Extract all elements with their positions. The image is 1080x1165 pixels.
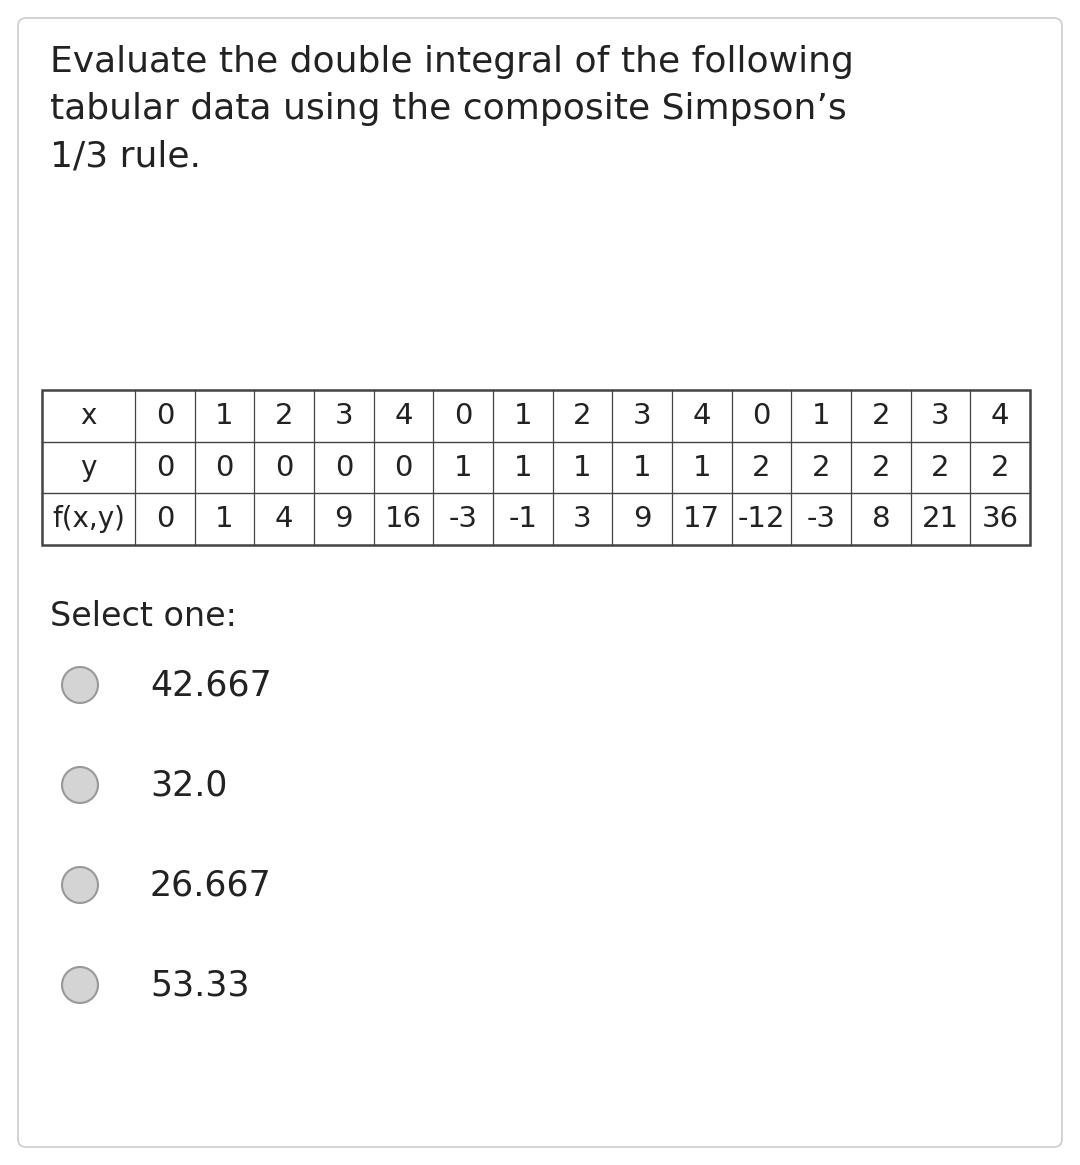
Text: x: x: [80, 402, 97, 430]
Text: 42.667: 42.667: [150, 668, 272, 702]
Ellipse shape: [62, 967, 98, 1003]
Text: 4: 4: [275, 506, 294, 534]
Text: 1: 1: [454, 453, 472, 481]
Text: 0: 0: [335, 453, 353, 481]
Text: 16: 16: [384, 506, 422, 534]
Text: 2: 2: [753, 453, 771, 481]
Text: 3: 3: [931, 402, 949, 430]
Text: 0: 0: [215, 453, 233, 481]
Text: 1: 1: [573, 453, 592, 481]
Text: y: y: [80, 453, 97, 481]
Ellipse shape: [62, 867, 98, 903]
Ellipse shape: [62, 668, 98, 702]
Text: 3: 3: [335, 402, 353, 430]
Text: 2: 2: [872, 453, 890, 481]
Text: 1: 1: [812, 402, 831, 430]
Text: Select one:: Select one:: [50, 600, 237, 633]
Text: 2: 2: [872, 402, 890, 430]
Text: 9: 9: [335, 506, 353, 534]
Text: 1: 1: [215, 506, 233, 534]
Text: 1: 1: [215, 402, 233, 430]
Text: 2: 2: [275, 402, 294, 430]
Text: 3: 3: [573, 506, 592, 534]
Text: 4: 4: [394, 402, 413, 430]
Text: 9: 9: [633, 506, 651, 534]
Bar: [42, 390, 1030, 545]
Text: 0: 0: [156, 453, 174, 481]
Text: 2: 2: [991, 453, 1010, 481]
Text: 32.0: 32.0: [150, 768, 228, 802]
Text: 0: 0: [753, 402, 771, 430]
Text: -3: -3: [807, 506, 836, 534]
Text: 2: 2: [573, 402, 592, 430]
Text: 17: 17: [684, 506, 720, 534]
Text: 4: 4: [692, 402, 711, 430]
Ellipse shape: [62, 767, 98, 803]
Text: 1: 1: [513, 402, 532, 430]
Text: 0: 0: [275, 453, 294, 481]
Text: -12: -12: [738, 506, 785, 534]
Text: Evaluate the double integral of the following
tabular data using the composite S: Evaluate the double integral of the foll…: [50, 45, 854, 174]
Text: 8: 8: [872, 506, 890, 534]
Text: -1: -1: [509, 506, 538, 534]
Text: 1: 1: [633, 453, 651, 481]
Text: -3: -3: [448, 506, 477, 534]
Text: 0: 0: [394, 453, 413, 481]
Text: 53.33: 53.33: [150, 968, 249, 1002]
Text: 4: 4: [991, 402, 1010, 430]
Text: 1: 1: [513, 453, 532, 481]
Text: 3: 3: [633, 402, 651, 430]
Text: 0: 0: [156, 402, 174, 430]
Text: f(x,y): f(x,y): [52, 506, 125, 534]
Text: 1: 1: [692, 453, 711, 481]
Text: 21: 21: [922, 506, 959, 534]
Text: 2: 2: [931, 453, 949, 481]
Text: 26.667: 26.667: [150, 868, 272, 902]
Text: 0: 0: [156, 506, 174, 534]
Text: 0: 0: [454, 402, 472, 430]
Text: 36: 36: [982, 506, 1018, 534]
Text: 2: 2: [812, 453, 831, 481]
